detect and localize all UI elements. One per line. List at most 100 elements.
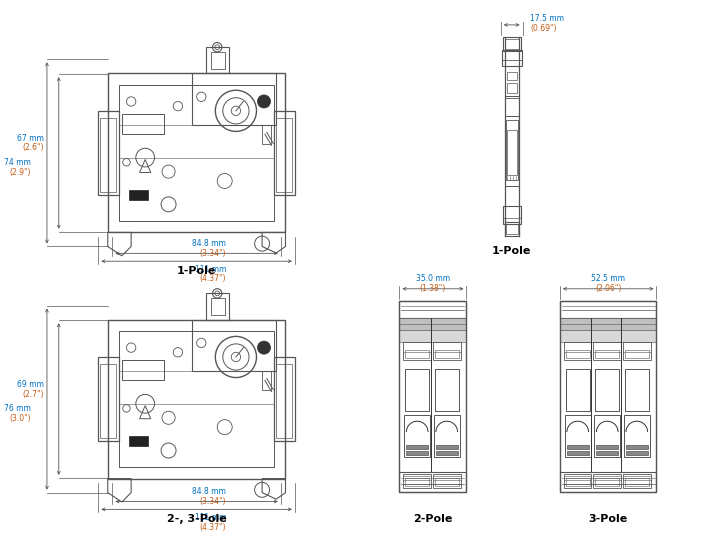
Bar — [505, 116, 518, 186]
Bar — [623, 474, 650, 488]
Bar — [560, 330, 656, 342]
Bar — [406, 350, 429, 358]
Bar — [560, 301, 656, 491]
Bar — [565, 415, 590, 457]
Bar — [436, 451, 458, 455]
Bar — [507, 83, 517, 93]
Bar — [211, 298, 225, 315]
Text: 17.5 mm: 17.5 mm — [531, 14, 565, 24]
Bar — [560, 301, 656, 318]
Text: 1-Pole: 1-Pole — [492, 246, 531, 256]
Bar — [206, 293, 229, 320]
Bar — [122, 360, 164, 380]
Bar — [506, 224, 518, 234]
Bar — [404, 415, 430, 457]
Bar — [567, 451, 588, 455]
Bar — [435, 350, 458, 358]
Bar — [192, 320, 276, 371]
Bar — [567, 445, 588, 450]
Bar — [100, 118, 116, 192]
Bar — [119, 85, 274, 221]
Bar — [399, 301, 466, 491]
Bar — [564, 342, 591, 360]
Circle shape — [258, 95, 271, 108]
Bar — [406, 369, 429, 412]
Bar — [560, 472, 656, 491]
Bar — [403, 474, 431, 488]
Bar — [99, 111, 119, 195]
Text: 3-Pole: 3-Pole — [588, 514, 628, 524]
Bar — [435, 369, 458, 412]
Bar — [626, 451, 648, 455]
Bar — [625, 369, 648, 412]
Text: 52.5 mm: 52.5 mm — [591, 274, 625, 283]
Bar — [276, 118, 292, 192]
Text: 76 mm: 76 mm — [4, 404, 31, 413]
Text: (1.38"): (1.38") — [420, 284, 446, 293]
Bar — [274, 111, 295, 195]
Text: (4.37"): (4.37") — [200, 522, 226, 532]
Bar — [505, 39, 518, 48]
Bar — [435, 478, 458, 486]
Bar — [506, 120, 518, 180]
Bar — [108, 320, 286, 479]
Text: (2.06"): (2.06") — [595, 284, 621, 293]
Text: (4.37"): (4.37") — [200, 274, 226, 283]
Bar — [566, 350, 590, 358]
Text: (2.6"): (2.6") — [23, 143, 44, 153]
Bar — [593, 474, 621, 488]
Bar — [399, 330, 466, 342]
Bar — [624, 415, 650, 457]
Text: (3.34"): (3.34") — [200, 249, 226, 258]
Bar — [403, 342, 431, 360]
Bar — [108, 73, 286, 233]
Text: (2.9"): (2.9") — [10, 168, 31, 177]
Bar — [560, 318, 656, 330]
Bar — [406, 451, 428, 455]
Bar — [507, 130, 517, 175]
Bar — [99, 357, 119, 441]
Bar — [595, 415, 620, 457]
Bar — [406, 478, 429, 486]
Bar — [625, 350, 648, 358]
Text: 84.8 mm: 84.8 mm — [192, 487, 226, 496]
Bar — [192, 73, 276, 125]
Bar — [596, 445, 618, 450]
Bar — [434, 415, 460, 457]
Text: (3.0"): (3.0") — [9, 414, 31, 423]
Bar — [399, 301, 466, 318]
Bar — [625, 478, 648, 486]
Bar — [262, 371, 271, 390]
Text: 1-Pole: 1-Pole — [177, 266, 216, 276]
Text: 111 mm: 111 mm — [195, 264, 226, 274]
Bar — [503, 206, 521, 224]
Bar — [595, 350, 619, 358]
Circle shape — [258, 341, 271, 354]
Bar — [211, 52, 225, 69]
Bar — [566, 369, 590, 412]
Text: (3.34"): (3.34") — [200, 497, 226, 506]
Bar — [507, 72, 517, 80]
Text: (2.7"): (2.7") — [23, 390, 44, 399]
Bar — [503, 37, 521, 51]
Bar — [399, 318, 466, 330]
Bar — [262, 125, 271, 144]
Text: 74 mm: 74 mm — [4, 158, 31, 168]
Text: 2-Pole: 2-Pole — [413, 514, 453, 524]
Bar — [595, 478, 619, 486]
Bar — [276, 364, 292, 439]
Bar — [505, 66, 518, 96]
Bar — [433, 342, 461, 360]
Bar — [623, 342, 650, 360]
Text: 84.8 mm: 84.8 mm — [192, 239, 226, 248]
Bar — [129, 436, 148, 446]
Text: 67 mm: 67 mm — [17, 134, 44, 143]
Bar — [436, 445, 458, 450]
Bar — [406, 445, 428, 450]
Bar — [593, 342, 621, 360]
Text: 2-, 3-Pole: 2-, 3-Pole — [167, 514, 226, 524]
Text: (0.69"): (0.69") — [531, 24, 557, 33]
Bar — [505, 222, 518, 236]
Bar — [206, 47, 229, 73]
Bar — [274, 357, 295, 441]
